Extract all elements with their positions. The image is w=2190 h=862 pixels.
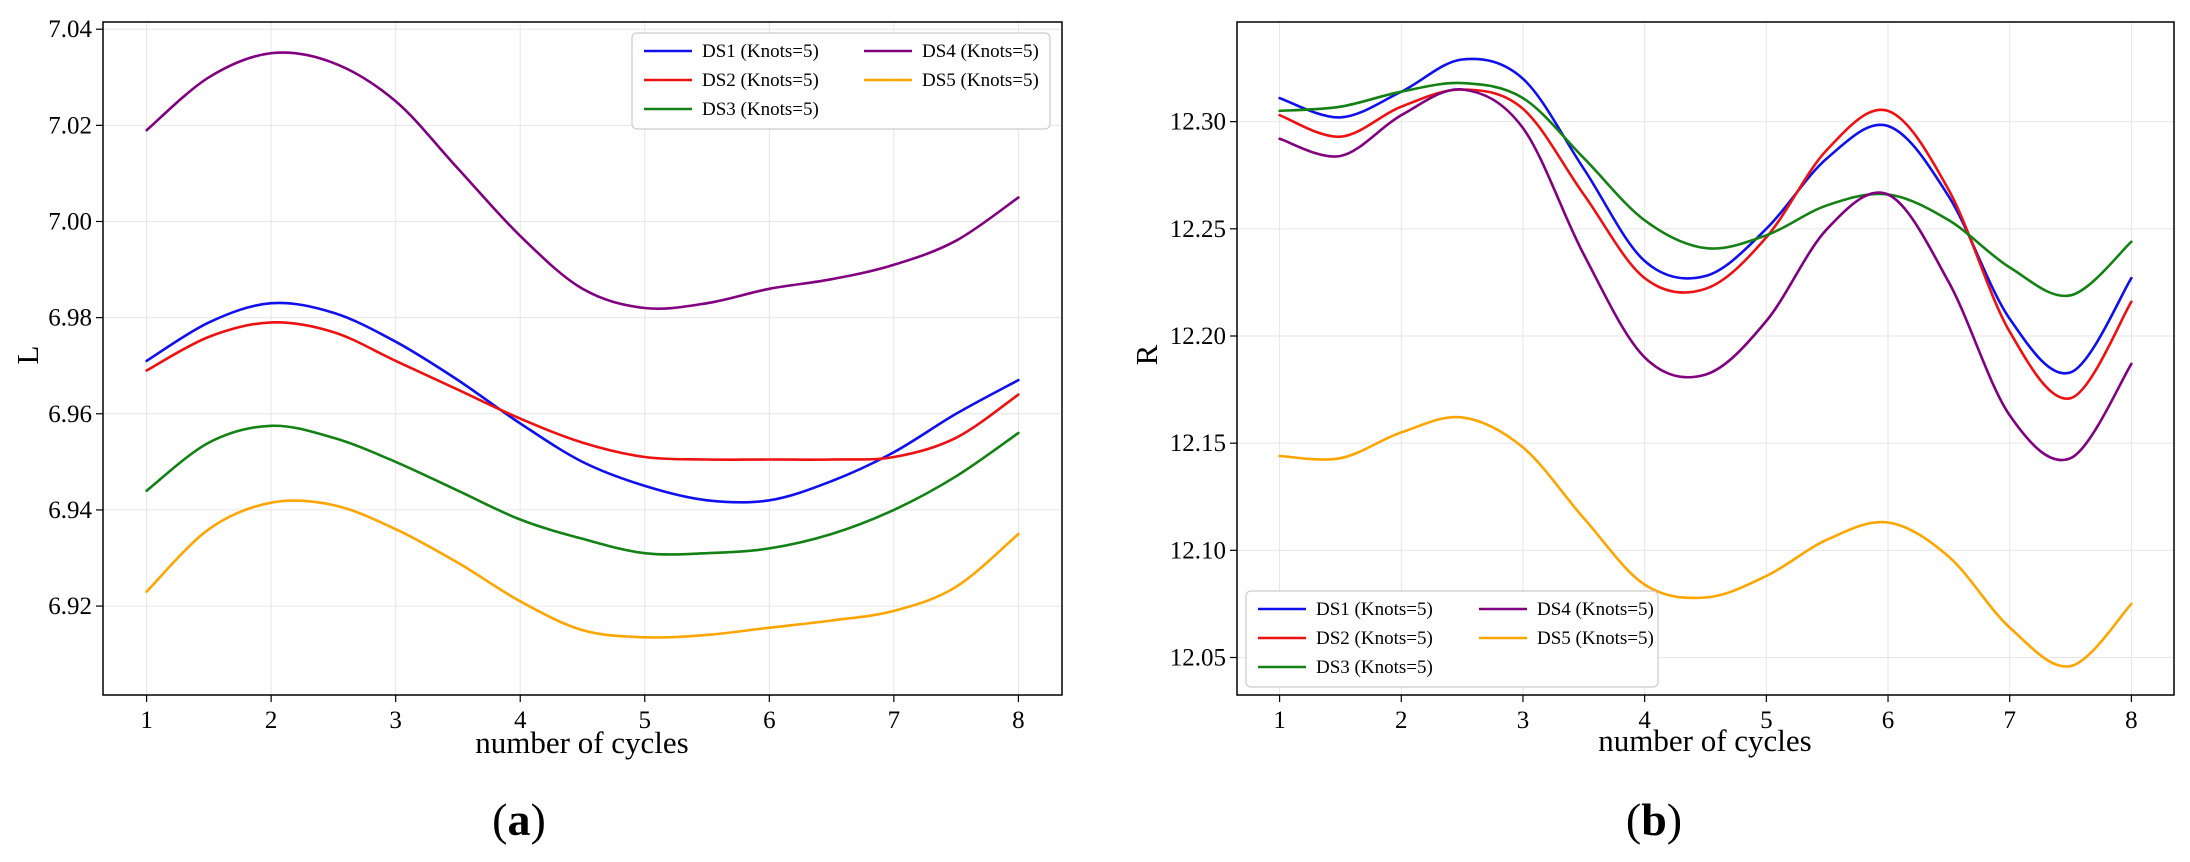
chart-b-ytick-label: 12.30 bbox=[1170, 109, 1226, 136]
chart-a-legend-label-2: DS2 (Knots=5) bbox=[702, 70, 819, 91]
chart-a-xtick-label: 8 bbox=[1012, 707, 1025, 734]
chart-a-frame bbox=[102, 21, 1063, 696]
chart-b-frame bbox=[1236, 21, 2175, 696]
chart-b-ytick-label: 12.05 bbox=[1170, 644, 1226, 671]
chart-b-legend-label-3: DS3 (Knots=5) bbox=[1316, 657, 1433, 678]
chart-a-xtick-label: 7 bbox=[888, 707, 901, 734]
chart-a-ytick-label: 6.94 bbox=[48, 497, 92, 524]
chart-a-xtick-label: 4 bbox=[514, 707, 527, 734]
chart-a: 1 2 3 4 5 6 7 8 6.92 6.94 6.96 6.98 7.00 7.02 7.04 nu… bbox=[10, 16, 1063, 760]
chart-b-series-line-1 bbox=[1278, 57, 2133, 375]
chart-b-ytick-label: 12.20 bbox=[1170, 323, 1226, 350]
chart-a-ytick-label: 6.98 bbox=[48, 305, 92, 332]
chart-a-ylabel: L bbox=[10, 346, 45, 365]
chart-a-xtick-label: 5 bbox=[639, 707, 652, 734]
chart-b-series-line-4 bbox=[1278, 88, 2133, 462]
chart-b-xtick-label: 4 bbox=[1638, 707, 1651, 734]
chart-b-lines bbox=[1278, 57, 2133, 668]
chart-b-legend-frame bbox=[1245, 590, 1659, 688]
chart-a-yticks: 6.92 6.94 6.96 6.98 7.00 7.02 7.04 bbox=[48, 16, 103, 620]
chart-a-ytick-label: 7.00 bbox=[48, 208, 92, 235]
chart-a-xtick-label: 6 bbox=[763, 707, 776, 734]
chart-b-ytick-label: 12.10 bbox=[1170, 537, 1226, 564]
chart-a-ytick-label: 6.96 bbox=[48, 401, 92, 428]
chart-b-xtick-label: 2 bbox=[1395, 707, 1408, 734]
chart-b-legend-label-2: DS2 (Knots=5) bbox=[1316, 628, 1433, 649]
chart-a-series-line-4 bbox=[145, 51, 1020, 311]
chart-a-xtick-label: 3 bbox=[389, 707, 402, 734]
chart-a-series-line-3 bbox=[145, 424, 1020, 556]
panel-a-close: ) bbox=[531, 794, 546, 845]
chart-a-xtick-label: 1 bbox=[140, 707, 153, 734]
panel-b-close: ) bbox=[1667, 794, 1682, 845]
chart-a-ytick-label: 7.02 bbox=[48, 112, 92, 139]
chart-b-xtick-label: 8 bbox=[2125, 707, 2138, 734]
chart-b-legend: DS1 (Knots=5) DS2 (Knots=5) DS3 (Knots=5) D… bbox=[1245, 590, 1659, 688]
panel-label-b: (b) bbox=[1626, 794, 1682, 845]
chart-a-legend-frame bbox=[631, 32, 1051, 130]
chart-b-xtick-label: 6 bbox=[1882, 707, 1895, 734]
panel-b-letter: b bbox=[1641, 794, 1667, 845]
chart-b-yticks: 12.05 12.10 12.15 12.20 12.25 12.30 bbox=[1170, 109, 1237, 671]
chart-a-xtick-label: 2 bbox=[265, 707, 278, 734]
panel-b-open: ( bbox=[1626, 794, 1641, 845]
panel-a-letter: a bbox=[508, 794, 531, 845]
chart-b-legend-label-1: DS1 (Knots=5) bbox=[1316, 599, 1433, 620]
chart-b-series-line-5 bbox=[1278, 415, 2133, 668]
chart-b-xtick-label: 1 bbox=[1273, 707, 1286, 734]
chart-a-series-line-5 bbox=[145, 499, 1020, 639]
chart-b-grid bbox=[1237, 22, 2174, 695]
chart-b-xlabel: number of cycles bbox=[1598, 723, 1811, 758]
chart-a-lines bbox=[145, 51, 1020, 639]
chart-b-ylabel: R bbox=[1129, 344, 1164, 365]
panel-a-open: ( bbox=[492, 794, 507, 845]
chart-a-legend-label-4: DS4 (Knots=5) bbox=[922, 41, 1039, 62]
chart-a-ytick-label: 7.04 bbox=[48, 16, 92, 43]
chart-a-xticks: 1 2 3 4 5 6 7 8 bbox=[140, 695, 1025, 734]
chart-b-series-line-3 bbox=[1278, 81, 2133, 298]
chart-a-series-line-1 bbox=[145, 301, 1020, 504]
chart-a-legend-label-3: DS3 (Knots=5) bbox=[702, 99, 819, 120]
chart-b-xtick-label: 3 bbox=[1517, 707, 1530, 734]
panel-label-a: (a) bbox=[492, 794, 546, 845]
chart-b-legend-label-5: DS5 (Knots=5) bbox=[1537, 628, 1654, 649]
chart-b-legend-label-4: DS4 (Knots=5) bbox=[1537, 599, 1654, 620]
chart-a-legend-label-5: DS5 (Knots=5) bbox=[922, 70, 1039, 91]
chart-b-xticks: 1 2 3 4 5 6 7 8 bbox=[1273, 695, 2138, 734]
chart-a-legend: DS1 (Knots=5) DS2 (Knots=5) DS3 (Knots=5) D… bbox=[631, 32, 1051, 130]
chart-a-legend-label-1: DS1 (Knots=5) bbox=[702, 41, 819, 62]
chart-a-series-line-2 bbox=[145, 321, 1020, 461]
chart-a-xlabel: number of cycles bbox=[475, 725, 688, 760]
chart-b-series-line-2 bbox=[1278, 88, 2133, 400]
chart-b-ytick-label: 12.25 bbox=[1170, 216, 1226, 243]
chart-b-xtick-label: 5 bbox=[1760, 707, 1773, 734]
chart-a-ytick-label: 6.92 bbox=[48, 593, 92, 620]
chart-b-xtick-label: 7 bbox=[2003, 707, 2016, 734]
chart-b-ytick-label: 12.15 bbox=[1170, 430, 1226, 457]
